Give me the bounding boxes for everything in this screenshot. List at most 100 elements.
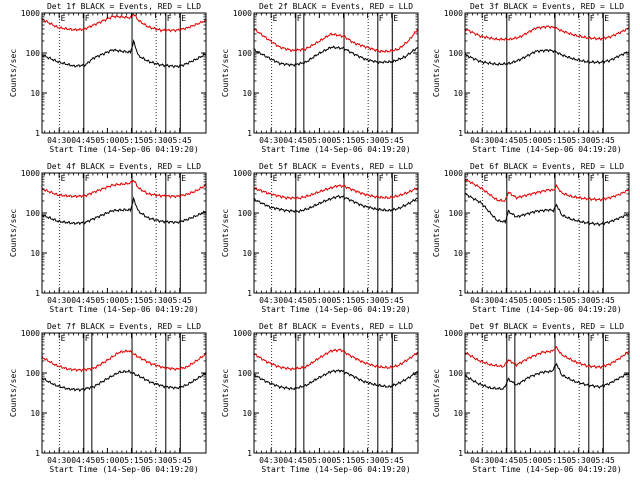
x-tick-label: 05:45 <box>168 296 192 305</box>
y-tick-label: 100 <box>238 369 253 378</box>
x-tick-label: 05:00 <box>307 296 331 305</box>
plot-frame <box>253 12 419 134</box>
series-line-lld <box>253 184 419 201</box>
x-axis-label: Start Time (14-Sep-06 04:19:20) <box>49 465 198 474</box>
y-tick-label: 10 <box>453 409 463 418</box>
chart-title: Det 2f BLACK = Events, RED = LLD <box>259 2 413 11</box>
x-tick-label: 04:45 <box>283 296 307 305</box>
y-tick-label: 1000 <box>21 169 40 178</box>
chart-title: Det 7f BLACK = Events, RED = LLD <box>47 322 201 331</box>
x-tick-label: 04:45 <box>494 296 518 305</box>
y-tick-label: 100 <box>449 49 464 58</box>
y-axis-label: Counts/sec <box>221 49 230 97</box>
x-tick-label: 04:45 <box>494 136 518 145</box>
x-tick-label: 05:30 <box>356 456 380 465</box>
x-tick-label: 04:45 <box>283 136 307 145</box>
x-tick-label: 04:30 <box>470 296 494 305</box>
y-tick-label: 1 <box>458 449 463 458</box>
series-line-events <box>41 39 207 69</box>
x-tick-label: 05:00 <box>95 136 119 145</box>
flag-label: F <box>379 14 384 23</box>
flag-label: E <box>393 14 398 23</box>
flag-label: F <box>590 14 595 23</box>
y-tick-label: 10 <box>242 409 252 418</box>
y-tick-label: 1 <box>247 129 252 138</box>
x-axis-label: Start Time (14-Sep-06 04:19:20) <box>49 305 198 314</box>
x-tick-label: 04:30 <box>47 136 71 145</box>
series-line-lld <box>41 179 207 199</box>
x-tick-label: 04:45 <box>494 456 518 465</box>
y-tick-label: 10 <box>242 89 252 98</box>
x-tick-label: 05:15 <box>331 136 355 145</box>
plot-frame <box>41 332 207 454</box>
x-tick-label: 05:15 <box>542 136 566 145</box>
x-tick-label: 05:00 <box>95 456 119 465</box>
flag-label: F <box>167 174 172 183</box>
flag-label: F <box>167 14 172 23</box>
x-tick-label: 05:00 <box>307 136 331 145</box>
x-tick-label: 05:30 <box>144 456 168 465</box>
x-tick-label: 05:15 <box>331 456 355 465</box>
x-axis-label: Start Time (14-Sep-06 04:19:20) <box>261 145 410 154</box>
y-tick-label: 1 <box>35 129 40 138</box>
y-axis-label: Counts/sec <box>432 209 441 257</box>
series-line-lld <box>41 13 207 33</box>
y-tick-label: 1000 <box>21 329 40 338</box>
y-tick-label: 10 <box>30 89 40 98</box>
x-tick-label: 05:30 <box>567 136 591 145</box>
flag-label: E <box>484 14 489 23</box>
y-tick-label: 1000 <box>21 9 40 18</box>
x-tick-label: 05:30 <box>144 296 168 305</box>
x-tick-label: 05:15 <box>119 456 143 465</box>
flag-label: E <box>393 174 398 183</box>
y-tick-label: 1 <box>35 289 40 298</box>
x-tick-label: 05:45 <box>168 456 192 465</box>
series-line-lld <box>464 25 630 41</box>
x-axis-label: Start Time (14-Sep-06 04:19:20) <box>261 305 410 314</box>
x-tick-label: 05:00 <box>307 456 331 465</box>
flag-label: F <box>508 334 513 343</box>
x-axis-label: Start Time (14-Sep-06 04:19:20) <box>49 145 198 154</box>
y-tick-label: 1000 <box>444 9 463 18</box>
flag-label: E <box>604 174 609 183</box>
series-line-events <box>41 196 207 226</box>
flag-label: E <box>484 174 489 183</box>
plot-frame <box>41 172 207 294</box>
x-tick-label: 05:15 <box>119 136 143 145</box>
flag-label: E <box>604 14 609 23</box>
chart-title: Det 8f BLACK = Events, RED = LLD <box>259 322 413 331</box>
flag-label: F <box>297 334 302 343</box>
x-tick-label: 05:45 <box>168 136 192 145</box>
flag-label: E <box>393 334 398 343</box>
y-tick-label: 100 <box>26 49 41 58</box>
chart-title: Det 9f BLACK = Events, RED = LLD <box>470 322 624 331</box>
series-line-events <box>41 369 207 393</box>
x-tick-label: 04:30 <box>259 136 283 145</box>
y-axis-label: Counts/sec <box>9 49 18 97</box>
flag-label: F <box>590 174 595 183</box>
flag-label: E <box>181 174 186 183</box>
x-tick-label: 05:45 <box>380 296 404 305</box>
y-tick-label: 100 <box>449 209 464 218</box>
y-tick-label: 1 <box>458 289 463 298</box>
x-tick-label: 05:30 <box>144 136 168 145</box>
x-tick-label: 04:45 <box>283 456 307 465</box>
x-tick-label: 05:00 <box>518 136 542 145</box>
y-tick-label: 1 <box>458 129 463 138</box>
flag-label: F <box>85 334 90 343</box>
series-line-events <box>464 362 630 391</box>
y-tick-label: 1000 <box>233 329 252 338</box>
y-tick-label: 10 <box>30 409 40 418</box>
y-tick-label: 10 <box>242 249 252 258</box>
chart-title: Det 6f BLACK = Events, RED = LLD <box>470 162 624 171</box>
x-tick-label: 05:15 <box>542 296 566 305</box>
x-tick-label: 05:15 <box>119 296 143 305</box>
flag-label: E <box>273 174 278 183</box>
y-tick-label: 1000 <box>444 329 463 338</box>
y-tick-label: 1000 <box>233 9 252 18</box>
series-line-events <box>464 48 630 67</box>
x-tick-label: 05:45 <box>380 136 404 145</box>
